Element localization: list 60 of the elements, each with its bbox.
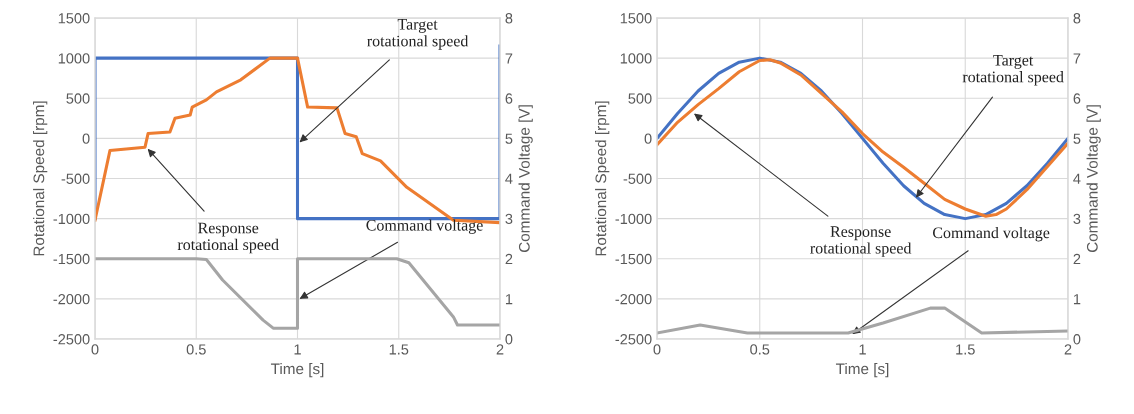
y-tick-label: -500 — [623, 173, 652, 184]
x-tick-label: 2 — [496, 344, 504, 355]
y2-tick-label: 0 — [1073, 334, 1081, 345]
x-tick-label: 1.5 — [956, 344, 975, 355]
x-tick-label: 2 — [1064, 344, 1072, 355]
y-tick-label: -2000 — [53, 293, 90, 305]
x-tick-label: 1 — [859, 344, 866, 355]
y2-tick-label: 7 — [1073, 53, 1081, 64]
y-tick-label: -1000 — [615, 213, 652, 225]
x-axis-title: Time [s] — [270, 363, 324, 378]
y2-tick-label: 3 — [505, 213, 513, 225]
y2-axis-title: Command Voltage [V] — [518, 105, 533, 253]
y2-tick-label: 2 — [505, 253, 513, 265]
y-tick-label: 1500 — [620, 13, 652, 24]
x-tick-label: 0 — [91, 344, 99, 355]
y-tick-label: 1500 — [58, 13, 90, 24]
y-axis-title: Rotational Speed [rpm] — [595, 101, 610, 256]
y2-tick-label: 1 — [505, 294, 513, 305]
y2-tick-label: 5 — [1073, 133, 1081, 144]
y2-tick-label: 0 — [505, 334, 513, 345]
y-tick-label: -1000 — [53, 213, 90, 225]
line-series — [657, 306, 1068, 335]
y2-tick-label: 8 — [1073, 13, 1081, 24]
annotation: Command voltage — [366, 219, 483, 234]
annotation: Target rotational speed — [962, 54, 1064, 86]
y2-tick-label: 4 — [505, 173, 513, 184]
y2-tick-label: 7 — [505, 53, 513, 64]
x-tick-label: 1.5 — [389, 344, 409, 355]
y-tick-label: 1000 — [58, 53, 90, 64]
y-tick-label: -2500 — [615, 334, 652, 345]
y-tick-label: -2000 — [615, 293, 652, 305]
x-tick-label: 0.5 — [750, 344, 770, 355]
y2-tick-label: 6 — [505, 93, 513, 104]
annotation: Response rotational speed — [177, 222, 279, 254]
y-tick-label: -1500 — [615, 253, 652, 265]
x-axis-title: Time [s] — [835, 363, 889, 378]
y-tick-label: -1500 — [53, 253, 90, 265]
y2-tick-label: 4 — [1073, 173, 1081, 184]
y-tick-label: -2500 — [53, 334, 90, 345]
y-tick-label: 1000 — [620, 53, 652, 64]
y2-tick-label: 3 — [1073, 213, 1081, 225]
y-axis-title: Rotational Speed [rpm] — [33, 101, 48, 256]
y-tick-label: 0 — [644, 133, 652, 144]
x-tick-label: 0 — [653, 344, 661, 355]
y2-tick-label: 5 — [505, 133, 513, 144]
line-series — [95, 257, 500, 330]
y2-tick-label: 6 — [1073, 93, 1081, 104]
annotation: Response rotational speed — [810, 226, 912, 257]
x-tick-label: 0.5 — [186, 344, 206, 355]
y2-axis-title: Command Voltage [V] — [1086, 105, 1101, 253]
y-tick-label: 500 — [66, 93, 90, 104]
y2-tick-label: 1 — [1073, 294, 1081, 305]
annotation: Command voltage — [932, 226, 1050, 242]
annotation: Target rotational speed — [367, 19, 469, 50]
y-tick-label: 0 — [82, 133, 90, 144]
y-tick-label: -500 — [61, 173, 90, 184]
y2-tick-label: 8 — [505, 13, 513, 24]
x-tick-label: 1 — [294, 344, 301, 355]
y-tick-label: 500 — [628, 93, 652, 104]
y2-tick-label: 2 — [1073, 253, 1081, 265]
